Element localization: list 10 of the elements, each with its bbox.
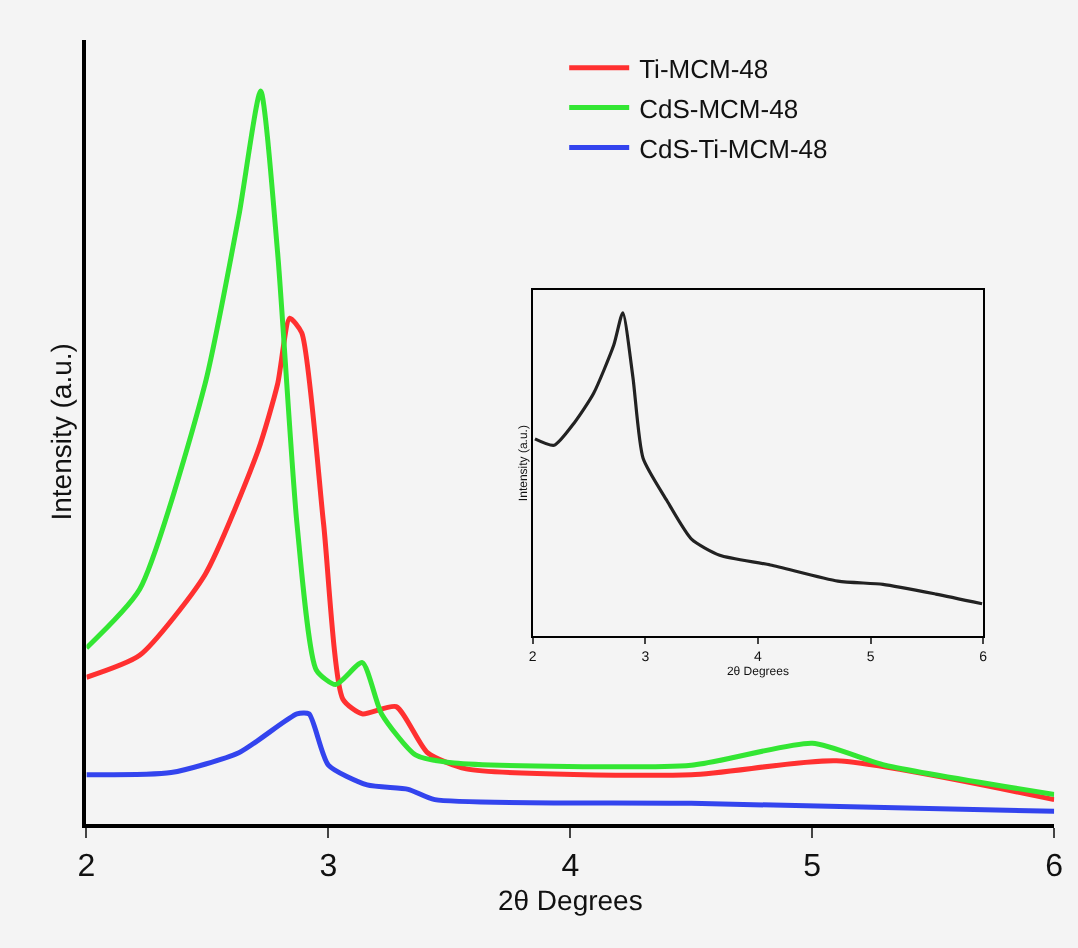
x-tick-label: 3 <box>319 850 338 885</box>
x-axis-title: 2θ Degrees <box>497 884 643 917</box>
x-tick-label: 6 <box>1045 850 1064 885</box>
y-axis-title: Intensity (a.u.) <box>44 343 77 521</box>
x-tick-label: 2 <box>77 850 96 885</box>
legend-label: CdS-MCM-48 <box>639 93 799 124</box>
x-tick-label: 4 <box>561 850 580 885</box>
legend-label: Ti-MCM-48 <box>639 53 769 84</box>
x-tick-label: 5 <box>803 850 822 885</box>
legend-label: CdS-Ti-MCM-48 <box>639 133 828 164</box>
